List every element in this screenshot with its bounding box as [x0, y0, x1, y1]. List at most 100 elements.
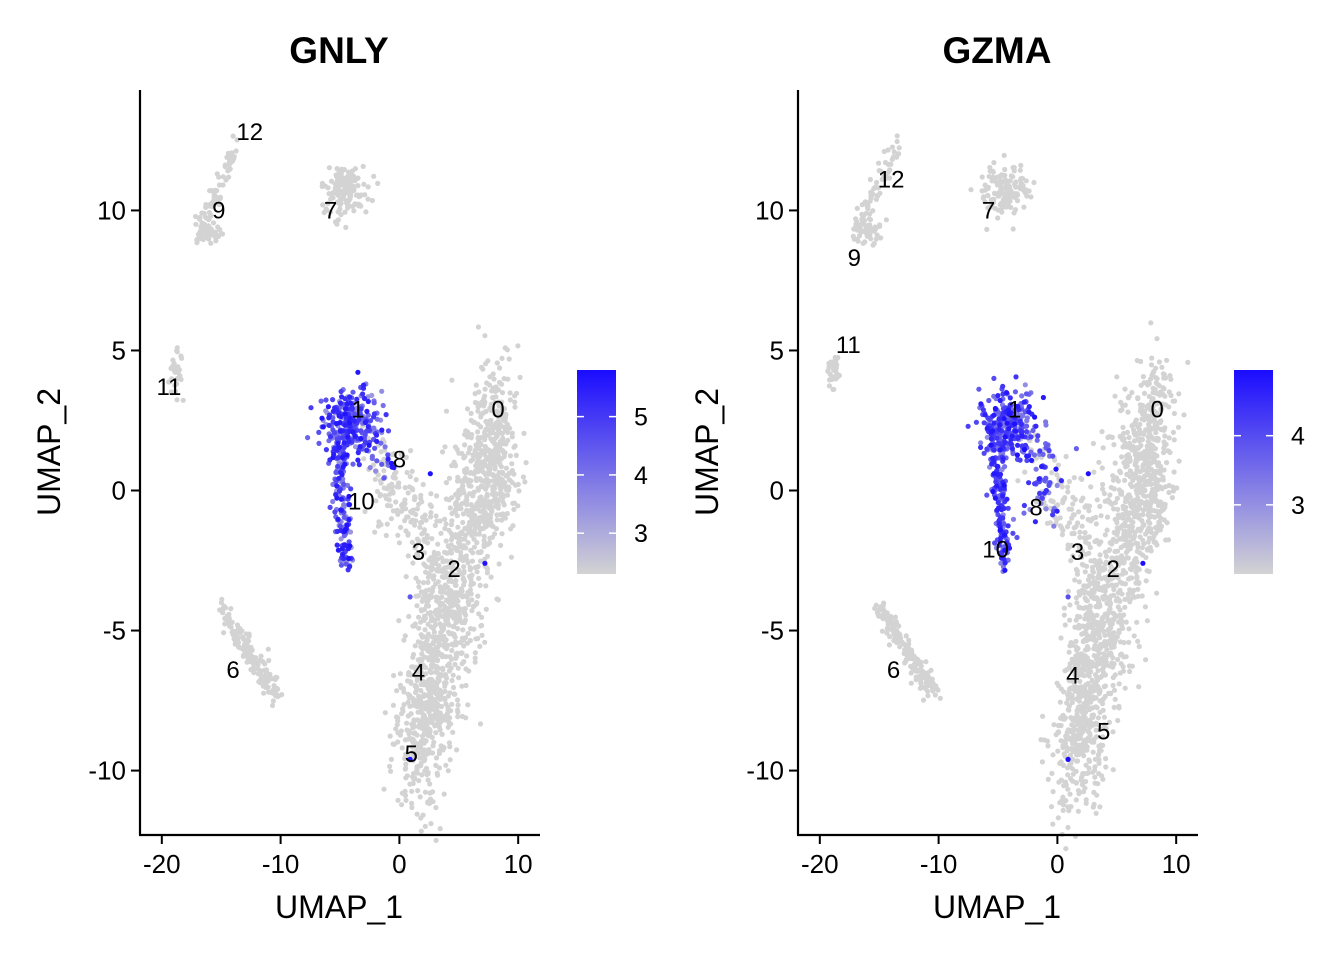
data-point — [1065, 594, 1071, 600]
data-point — [427, 796, 433, 802]
data-point — [1083, 778, 1089, 785]
data-point — [1102, 683, 1108, 689]
data-point — [499, 390, 506, 396]
data-point — [1139, 518, 1145, 524]
data-point — [386, 497, 392, 503]
data-point — [465, 450, 472, 456]
data-point — [1099, 616, 1105, 622]
data-point — [487, 466, 493, 472]
data-point — [230, 133, 236, 139]
data-point — [428, 614, 434, 620]
data-point — [1023, 391, 1030, 397]
data-point — [1134, 619, 1140, 625]
data-point — [420, 580, 427, 586]
data-point — [464, 653, 470, 659]
data-point — [497, 485, 504, 492]
data-point — [467, 522, 473, 529]
data-point — [489, 507, 495, 513]
data-point — [523, 460, 529, 466]
data-point — [1111, 506, 1117, 512]
data-point — [481, 538, 487, 544]
data-point — [433, 594, 439, 600]
data-point — [435, 720, 441, 726]
data-point — [978, 440, 984, 446]
data-point — [1115, 717, 1121, 724]
data-point — [398, 451, 404, 458]
data-point — [1079, 523, 1085, 529]
data-point — [479, 525, 485, 532]
data-point — [1098, 513, 1104, 519]
data-point — [469, 515, 475, 521]
data-point — [433, 755, 440, 761]
data-point — [1078, 732, 1084, 738]
data-point — [1119, 454, 1125, 460]
data-point — [1017, 167, 1023, 173]
data-point — [402, 497, 408, 503]
data-point — [1132, 533, 1138, 539]
data-point — [374, 488, 380, 495]
y-tick-label: -10 — [88, 756, 126, 786]
data-point — [1096, 771, 1102, 777]
data-point — [211, 194, 217, 200]
data-point — [222, 164, 228, 170]
data-point — [1093, 521, 1099, 527]
legend-tick-label: 3 — [634, 520, 648, 548]
data-point — [447, 744, 453, 750]
data-point — [449, 647, 455, 654]
data-point — [995, 215, 1001, 221]
data-point — [499, 531, 505, 537]
data-point — [342, 406, 349, 412]
data-point — [1091, 688, 1097, 694]
data-point — [1105, 434, 1111, 440]
data-point — [448, 558, 454, 564]
data-point — [334, 182, 340, 188]
data-point — [461, 575, 467, 582]
data-point — [471, 544, 477, 550]
data-point — [512, 482, 519, 488]
data-point — [427, 669, 433, 675]
data-point — [1085, 617, 1091, 623]
data-point — [424, 727, 430, 734]
data-point — [500, 435, 506, 441]
data-point — [1161, 371, 1167, 378]
data-point — [364, 408, 370, 414]
data-point — [499, 478, 505, 484]
data-point — [463, 497, 469, 503]
data-point — [425, 579, 431, 586]
data-point — [1093, 638, 1099, 644]
data-point — [399, 508, 405, 514]
data-point — [388, 756, 394, 763]
data-point — [365, 184, 371, 190]
plot-title: GZMA — [943, 30, 1052, 71]
scatter-points — [166, 133, 529, 874]
data-point — [378, 449, 384, 455]
data-point — [451, 632, 457, 639]
data-point — [894, 133, 900, 139]
data-point — [411, 750, 417, 756]
data-point — [337, 173, 343, 179]
data-point — [1089, 587, 1095, 594]
data-point — [1049, 470, 1055, 476]
x-tick-label: -10 — [262, 849, 300, 879]
data-point — [463, 682, 469, 689]
data-point — [371, 173, 377, 179]
data-point — [427, 781, 433, 787]
data-point — [411, 719, 417, 725]
data-point — [1103, 756, 1109, 762]
data-point — [1075, 788, 1082, 794]
data-point — [466, 508, 472, 514]
data-point — [447, 690, 453, 696]
data-point — [854, 205, 860, 211]
data-point — [442, 697, 448, 703]
data-point — [1145, 502, 1151, 508]
data-point — [984, 226, 990, 232]
data-point — [1061, 751, 1067, 757]
data-point — [443, 496, 449, 502]
data-point — [505, 429, 511, 436]
data-point — [341, 502, 347, 508]
data-point — [1092, 774, 1098, 780]
data-point — [1061, 612, 1067, 618]
data-point — [437, 621, 443, 627]
data-point — [1079, 514, 1086, 520]
data-point — [193, 221, 199, 227]
